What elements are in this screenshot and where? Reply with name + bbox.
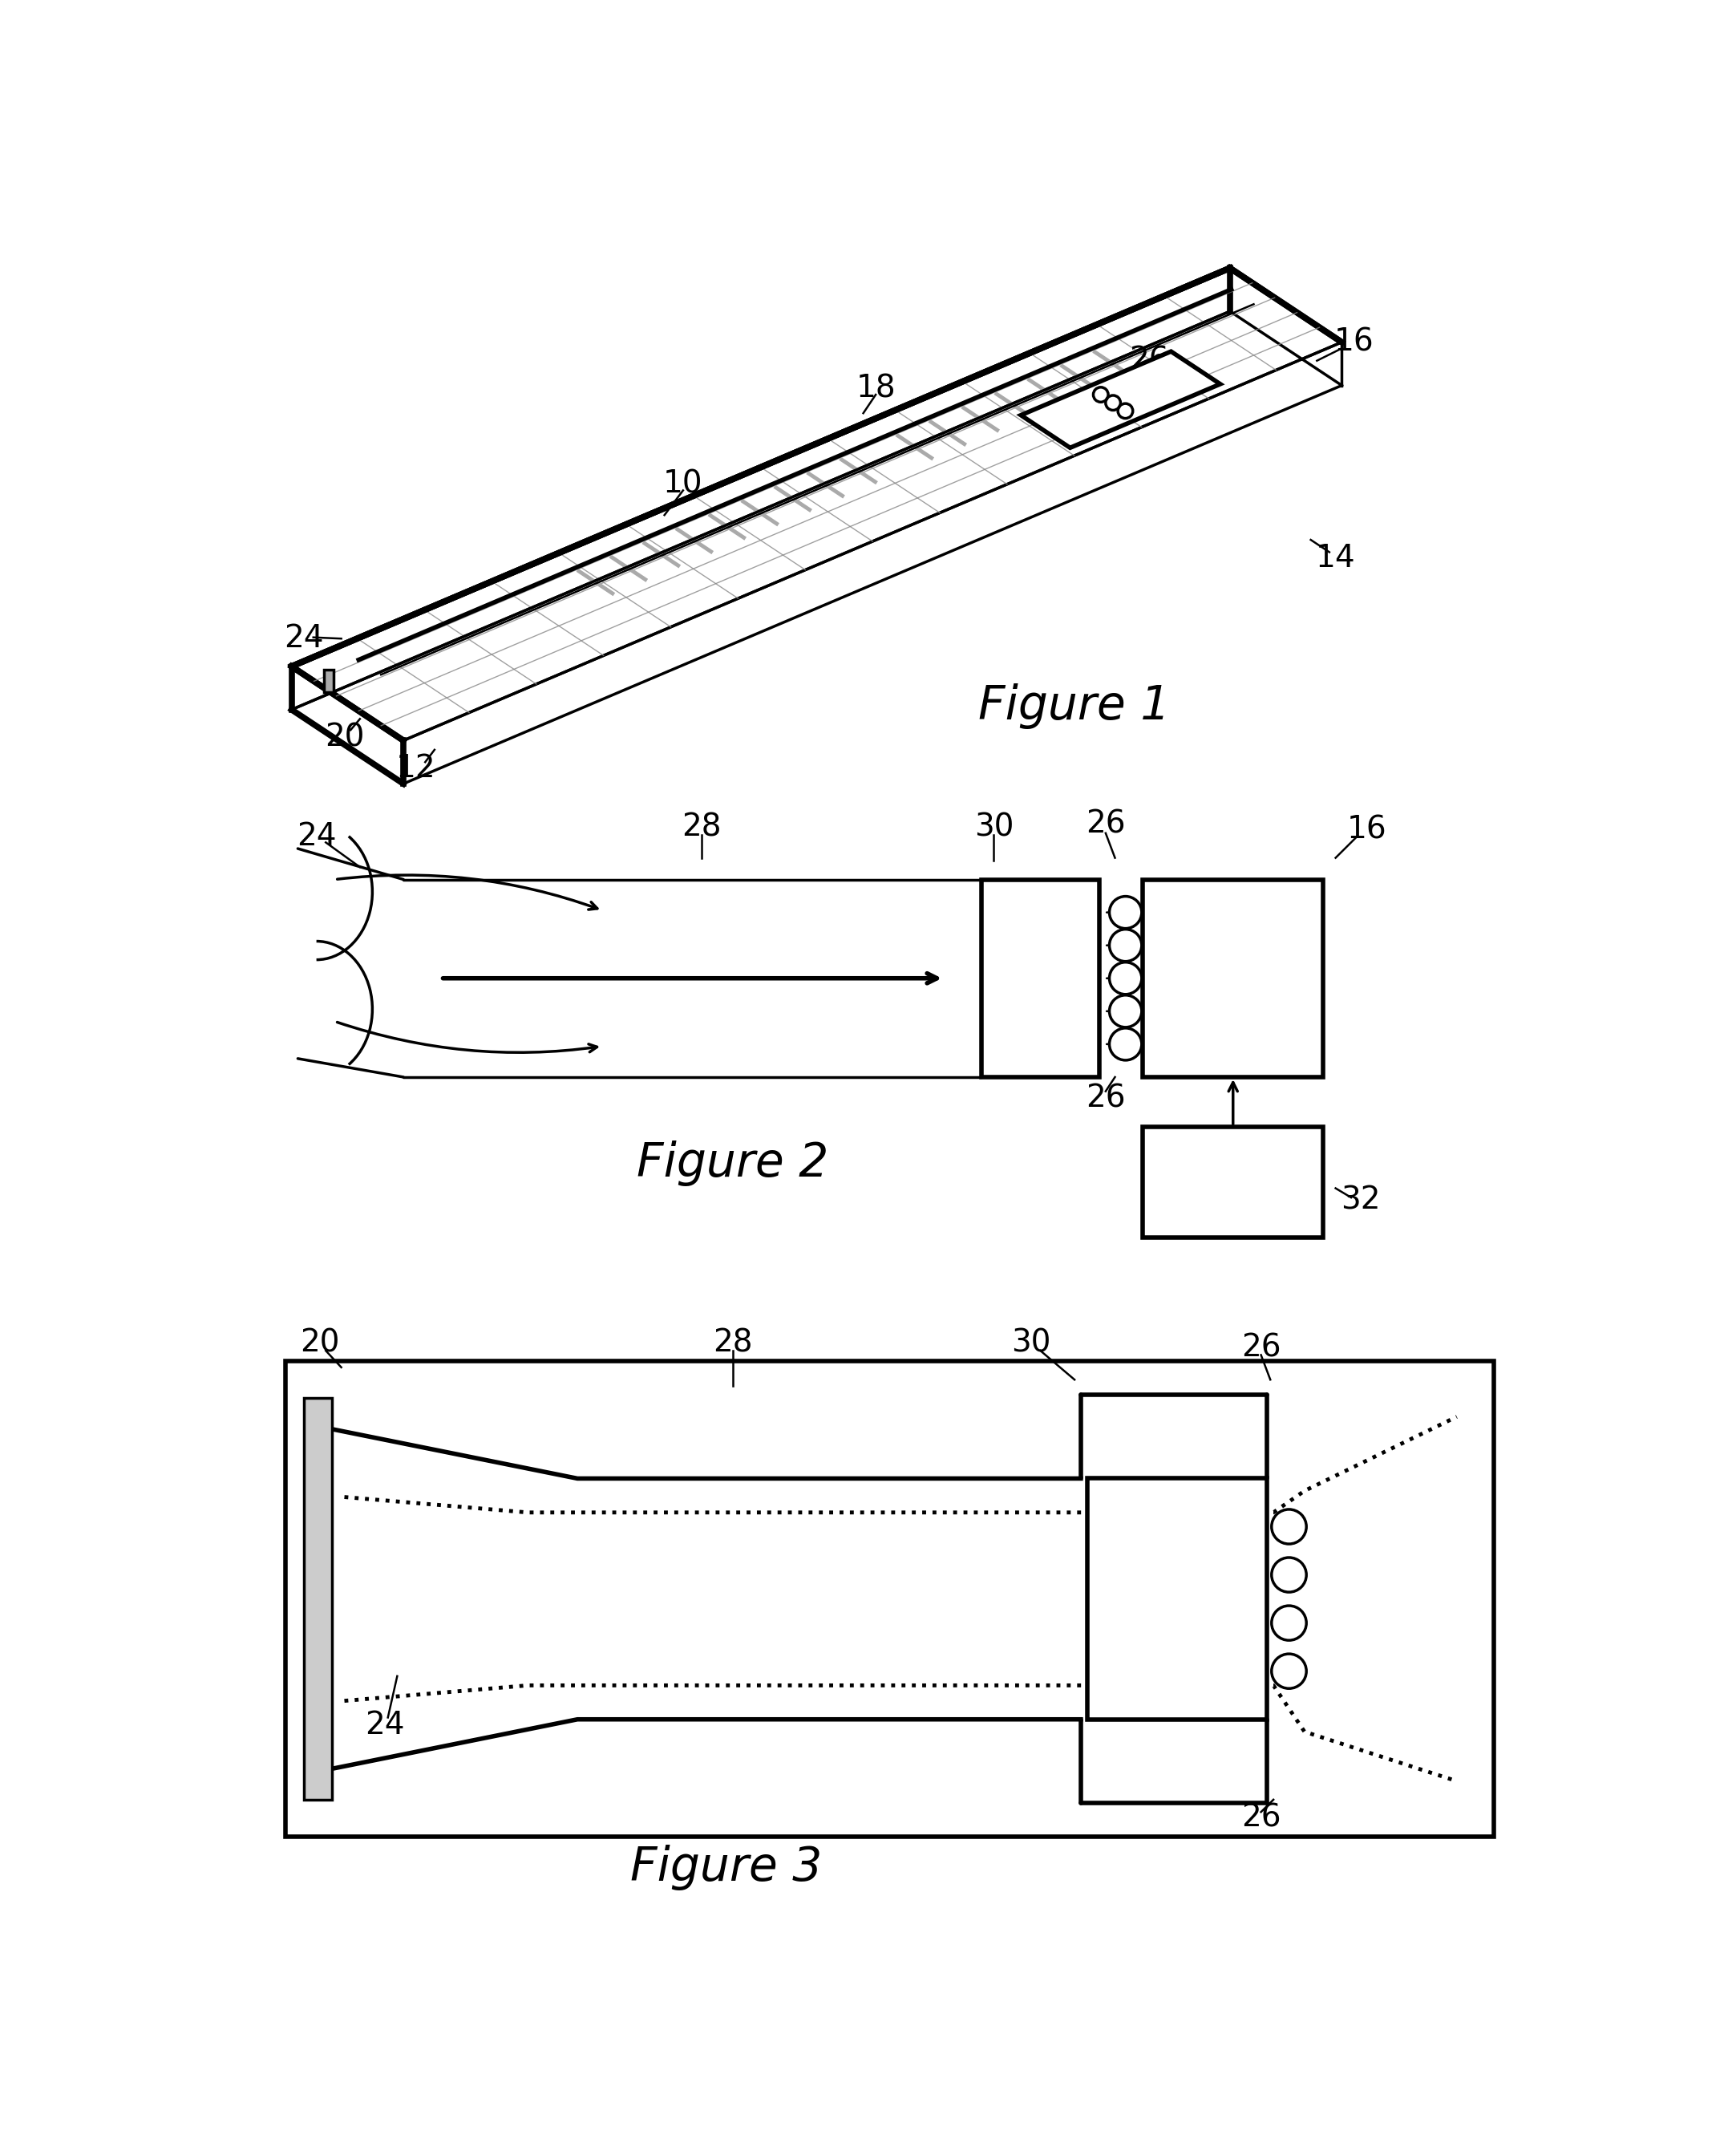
Bar — [304, 1398, 332, 1801]
Circle shape — [1109, 963, 1142, 995]
Text: Wedge: Wedge — [1179, 963, 1286, 993]
Text: Actuator: Actuator — [1167, 1168, 1300, 1198]
Text: Control
Section: Control Section — [986, 948, 1094, 1008]
Text: 26: 26 — [1085, 1083, 1125, 1115]
Text: 18: 18 — [856, 373, 896, 403]
Circle shape — [1109, 1027, 1142, 1061]
Text: 30: 30 — [1012, 1328, 1050, 1357]
Polygon shape — [292, 269, 1229, 710]
Text: 20: 20 — [300, 1328, 339, 1357]
Text: 24: 24 — [297, 820, 337, 852]
Text: 26: 26 — [1085, 808, 1125, 840]
Text: Control
Section: Control Section — [1123, 1571, 1231, 1628]
Bar — [1142, 880, 1323, 1076]
Bar — [1087, 1479, 1267, 1720]
Text: Figure 1: Figure 1 — [979, 684, 1170, 729]
Circle shape — [1271, 1558, 1307, 1592]
Text: 16: 16 — [1347, 814, 1387, 846]
Text: 26: 26 — [1241, 1803, 1281, 1833]
Bar — [1142, 1127, 1323, 1238]
Text: 28: 28 — [713, 1328, 753, 1357]
Text: 28: 28 — [682, 812, 722, 842]
Bar — [325, 669, 333, 693]
Text: 20: 20 — [325, 722, 365, 752]
Circle shape — [1109, 897, 1142, 929]
Text: 24: 24 — [365, 1711, 404, 1741]
Text: Figure 2: Figure 2 — [637, 1140, 828, 1187]
Circle shape — [1271, 1654, 1307, 1688]
Text: 26: 26 — [1241, 1332, 1281, 1364]
Text: 12: 12 — [396, 752, 436, 784]
Polygon shape — [292, 269, 1342, 739]
Text: 10: 10 — [663, 469, 703, 499]
Text: 30: 30 — [974, 812, 1014, 842]
Circle shape — [1109, 995, 1142, 1027]
Text: 16: 16 — [1335, 326, 1375, 358]
Text: 32: 32 — [1340, 1185, 1380, 1217]
Polygon shape — [1021, 352, 1220, 448]
Text: 26: 26 — [1128, 345, 1168, 375]
Bar — [981, 880, 1099, 1076]
Bar — [285, 1362, 1495, 1837]
Circle shape — [1271, 1607, 1307, 1641]
Text: 24: 24 — [285, 624, 325, 654]
Circle shape — [1109, 929, 1142, 961]
Text: Figure 3: Figure 3 — [630, 1845, 823, 1890]
Text: 14: 14 — [1316, 543, 1356, 573]
Circle shape — [1271, 1509, 1307, 1545]
